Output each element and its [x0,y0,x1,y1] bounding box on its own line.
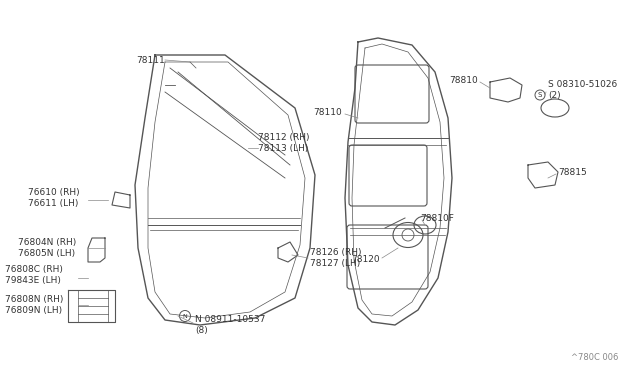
Text: 76610 (RH)
76611 (LH): 76610 (RH) 76611 (LH) [28,188,79,208]
Text: 78120: 78120 [351,256,380,264]
Text: 76808C (RH)
79843E (LH): 76808C (RH) 79843E (LH) [5,265,63,285]
Text: S: S [538,92,542,98]
Text: 78126 (RH)
78127 (LH): 78126 (RH) 78127 (LH) [310,248,362,268]
Text: ^780C 006: ^780C 006 [571,353,618,362]
Text: 76808N (RH)
76809N (LH): 76808N (RH) 76809N (LH) [5,295,63,315]
Text: N: N [182,314,188,318]
Text: 78810: 78810 [449,76,478,84]
Text: 78111: 78111 [136,55,165,64]
Text: 78810F: 78810F [420,214,454,222]
Text: 78112 (RH)
78113 (LH): 78112 (RH) 78113 (LH) [258,133,310,153]
Text: N 08911-10537
(8): N 08911-10537 (8) [195,315,266,335]
Text: S 08310-51026
(2): S 08310-51026 (2) [548,80,617,100]
Text: 78110: 78110 [313,108,342,116]
Text: 78815: 78815 [558,167,587,176]
Text: 76804N (RH)
76805N (LH): 76804N (RH) 76805N (LH) [18,238,76,258]
